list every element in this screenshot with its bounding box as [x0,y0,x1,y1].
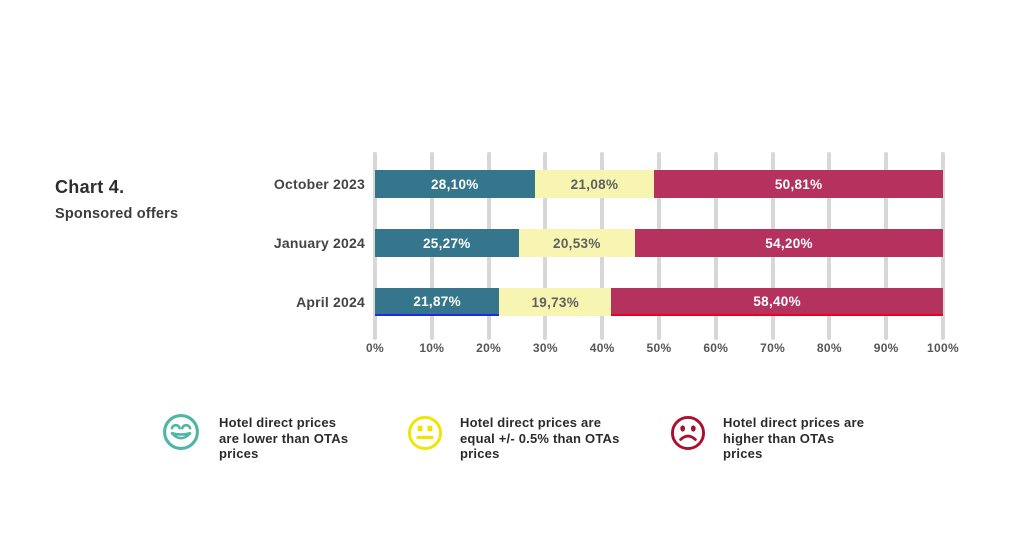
category-axis: October 2023 January 2024 April 2024 [0,152,365,340]
bar-segment-lower: 25,27% [375,229,519,257]
neutral-face-icon [407,415,443,451]
bar-segment-lower: 21,87% [375,288,500,316]
bar-value-label: 50,81% [774,176,823,192]
legend-text-line: Hotel direct prices [219,415,337,430]
x-tick-label: 30% [532,341,558,355]
legend-item-higher: Hotel direct prices are higher than OTAs… [670,415,864,462]
gridline [941,152,945,340]
bar-segment-higher: 54,20% [635,229,943,257]
legend-text: Hotel direct prices are higher than OTAs… [723,415,864,462]
legend-text-line: are lower than OTAs [219,430,349,446]
plot-area: 28,10% 21,08% 50,81% 25,27% 20,53% 54,20… [373,152,945,340]
bar-row-april-2024: 21,87% 19,73% 58,40% [375,288,943,316]
bar-segment-equal: 20,53% [518,229,636,257]
legend-text: Hotel direct prices are equal +/- 0.5% t… [460,415,620,462]
x-axis: 0% 10% 20% 30% 40% 50% 60% 70% 80% 90% 1… [366,341,959,357]
bar-row-october-2023: 28,10% 21,08% 50,81% [375,170,943,198]
bar-segment-higher: 50,81% [654,170,943,198]
x-tick-label: 90% [873,341,899,355]
chart-title: Chart 4. [55,177,125,197]
category-label: October 2023 [273,176,365,192]
x-tick-label: 80% [816,341,842,355]
x-tick-label: 60% [703,341,729,355]
bar-value-label: 21,87% [413,293,461,309]
x-tick-label: 50% [646,341,672,355]
legend-text-line: higher than OTAs [723,430,835,446]
chart-subtitle: Sponsored offers [55,206,179,222]
bar-segment-lower: 28,10% [375,170,535,198]
bar-value-label: 19,73% [531,294,580,310]
bar-value-label: 54,20% [765,235,813,251]
bar-value-label: 28,10% [431,176,479,192]
x-tick-label: 100% [927,341,959,355]
bar-value-label: 20,53% [553,235,601,251]
category-label: April 2024 [296,294,365,310]
x-tick-label: 10% [419,341,445,355]
legend-text: Hotel direct prices are lower than OTAs … [219,415,348,462]
bar-value-label: 21,08% [570,176,619,192]
bar-segment-equal: 19,73% [499,288,612,316]
legend-text-line: Hotel direct prices are [723,415,865,430]
sad-face-icon [670,415,706,451]
legend-text-line: prices [723,446,763,461]
legend-item-equal: Hotel direct prices are equal +/- 0.5% t… [407,415,620,462]
bar-value-label: 58,40% [753,293,801,309]
x-tick-label: 0% [366,341,384,355]
legend-item-lower: Hotel direct prices are lower than OTAs … [162,413,348,462]
bar-row-january-2024: 25,27% 20,53% 54,20% [375,229,943,257]
title-block: Chart 4. Sponsored offers [55,177,178,222]
legend-text-line: equal +/- 0.5% than OTAs [460,430,620,446]
x-tick-label: 70% [760,341,786,355]
bar-segment-higher: 58,40% [611,288,943,316]
x-tick-label: 20% [476,341,502,355]
legend-text-line: prices [460,446,500,461]
category-label: January 2024 [273,235,365,251]
happy-face-icon [163,414,199,450]
bar-segment-equal: 21,08% [534,170,655,198]
legend-text-line: Hotel direct prices are [460,415,602,430]
bar-value-label: 25,27% [422,235,471,251]
legend-text-line: prices [219,446,259,461]
x-tick-label: 40% [589,341,615,355]
